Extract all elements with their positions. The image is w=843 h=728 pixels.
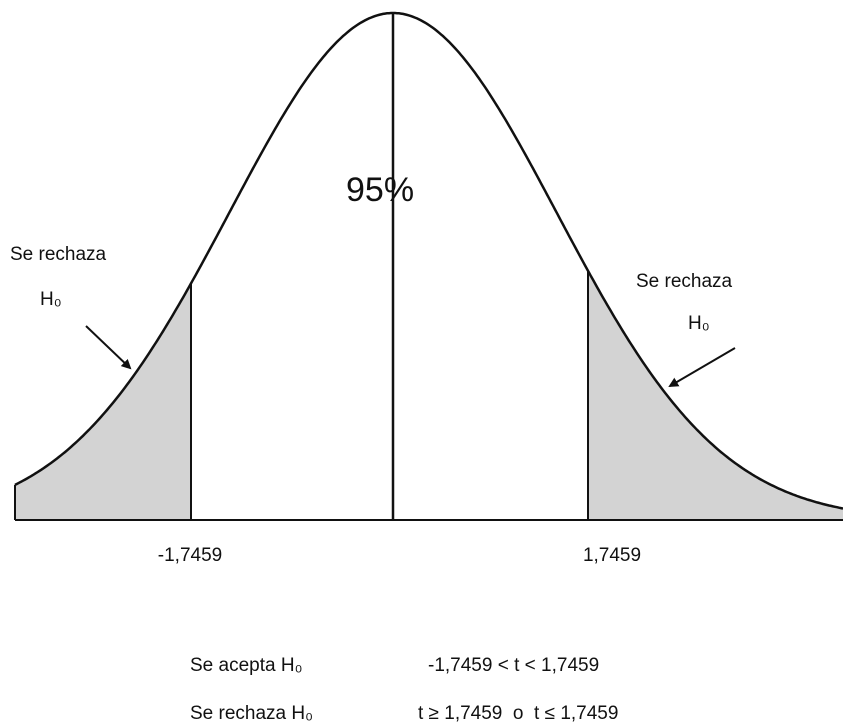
- rejection-area-left: [15, 283, 191, 520]
- center-label: 95%: [346, 171, 414, 209]
- critical-value: 1,7459: [583, 545, 641, 566]
- rejection-area-right: [588, 270, 843, 520]
- arrow-left: [85, 325, 132, 370]
- normal-curve: [14, 11, 843, 510]
- rule-condition: -1,7459 < t < 1,7459: [428, 655, 599, 676]
- rule-decision: Se rechaza H₀: [190, 703, 313, 724]
- region-label: Se rechaza: [636, 271, 733, 292]
- region-label: Se rechaza: [10, 244, 107, 265]
- region-label: H₀: [40, 289, 62, 310]
- critical-value: -1,7459: [158, 545, 222, 566]
- rule-decision: Se acepta H₀: [190, 655, 302, 676]
- rule-condition: t ≥ 1,7459 o t ≤ 1,7459: [418, 703, 618, 724]
- arrow-right: [668, 347, 736, 388]
- region-label: H₀: [688, 313, 710, 334]
